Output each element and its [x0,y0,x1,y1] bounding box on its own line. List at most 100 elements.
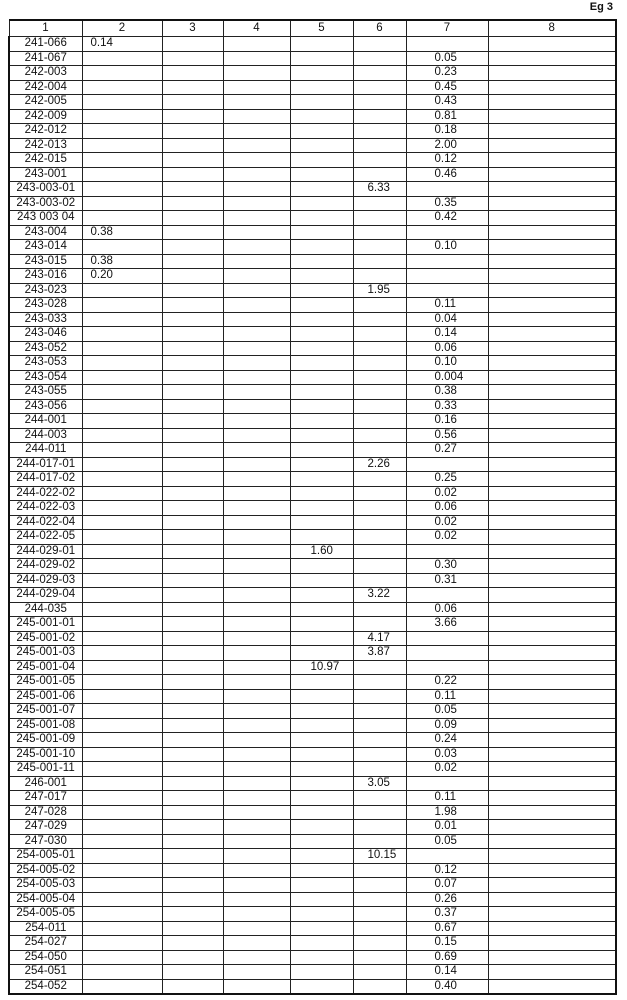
cell-col-8 [487,79,617,95]
cell-col-5 [289,253,354,269]
cell-col-8 [487,471,617,487]
cell-col-5 [289,413,354,429]
page-label: Eg 3 [589,1,613,13]
cell-col-7 [405,587,489,603]
cell-col-6 [352,210,407,226]
cell-col-5 [289,297,354,313]
row-id: 243-052 [8,340,83,356]
cell-col-4 [222,529,291,545]
cell-col-2 [81,369,163,385]
cell-col-3 [161,558,224,574]
cell-col-2 [81,514,163,530]
table-row: 243-055 0.38 [8,384,617,400]
cell-col-3 [161,210,224,226]
cell-col-3 [161,137,224,153]
cell-col-2: 0.38 [81,224,163,240]
cell-col-3 [161,833,224,849]
cell-col-8 [487,195,617,211]
row-id: 244-022-05 [8,529,83,545]
cell-col-8 [487,253,617,269]
cell-col-8 [487,601,617,617]
cell-col-3 [161,659,224,675]
table-row: 245-001-04 10.97 [8,659,617,675]
cell-col-7: 0.06 [405,340,489,356]
cell-col-6 [352,311,407,327]
cell-col-3 [161,79,224,95]
row-id: 241-066 [8,36,83,52]
cell-col-7: 0.02 [405,514,489,530]
cell-col-5 [289,761,354,777]
cell-col-6 [352,384,407,400]
cell-col-4 [222,761,291,777]
row-id: 246-001 [8,775,83,791]
row-id: 245-001-08 [8,717,83,733]
table-row: 247-017 0.11 [8,790,617,806]
cell-col-8 [487,616,617,632]
cell-col-4 [222,456,291,472]
cell-col-5: 10.97 [289,659,354,675]
cell-col-8 [487,326,617,342]
row-id: 244-022-02 [8,485,83,501]
cell-col-6 [352,601,407,617]
cell-col-4 [222,775,291,791]
cell-col-6 [352,442,407,458]
cell-col-5 [289,732,354,748]
cell-col-2 [81,398,163,414]
cell-col-3 [161,935,224,951]
table-row: 254-005-05 0.37 [8,906,617,922]
cell-col-2 [81,123,163,139]
cell-col-4 [222,500,291,516]
table-row: 243 003 04 0.42 [8,210,617,226]
cell-col-7: 0.40 [405,978,489,995]
cell-col-4 [222,688,291,704]
cell-col-8 [487,529,617,545]
cell-col-4 [222,862,291,878]
cell-col-4 [222,224,291,240]
cell-col-3 [161,514,224,530]
row-id: 245-001-04 [8,659,83,675]
row-id: 254-050 [8,949,83,965]
table-row: 243-052 0.06 [8,340,617,356]
row-id: 243-016 [8,268,83,284]
row-id: 242-005 [8,94,83,110]
row-id: 254-011 [8,920,83,936]
cell-col-8 [487,761,617,777]
cell-col-4 [222,804,291,820]
cell-col-3 [161,355,224,371]
row-id: 244-003 [8,427,83,443]
cell-col-6 [352,703,407,719]
cell-col-6: 10.15 [352,848,407,864]
cell-col-6 [352,137,407,153]
cell-col-2 [81,384,163,400]
table-row: 242-012 0.18 [8,123,617,139]
cell-col-3 [161,877,224,893]
cell-col-8 [487,65,617,81]
cell-col-3 [161,964,224,980]
cell-col-5 [289,935,354,951]
row-id: 244-017-01 [8,456,83,472]
cell-col-2 [81,297,163,313]
cell-col-8 [487,819,617,835]
cell-col-2 [81,239,163,255]
cell-col-2 [81,659,163,675]
cell-col-8 [487,181,617,197]
cell-col-8 [487,108,617,124]
cell-col-6 [352,50,407,66]
cell-col-2 [81,152,163,168]
cell-col-6: 2.26 [352,456,407,472]
table-row: 254-051 0.14 [8,964,617,980]
cell-col-7: 0.12 [405,152,489,168]
cell-col-2 [81,572,163,588]
cell-col-6 [352,659,407,675]
cell-col-4 [222,108,291,124]
cell-col-2 [81,761,163,777]
table-row: 243-001 0.46 [8,166,617,182]
cell-col-7: 0.23 [405,65,489,81]
cell-col-4 [222,442,291,458]
table-row: 244-022-05 0.02 [8,529,617,545]
cell-col-4 [222,616,291,632]
cell-col-6 [352,65,407,81]
cell-col-8 [487,123,617,139]
cell-col-4 [222,239,291,255]
table-row: 243-033 0.04 [8,311,617,327]
